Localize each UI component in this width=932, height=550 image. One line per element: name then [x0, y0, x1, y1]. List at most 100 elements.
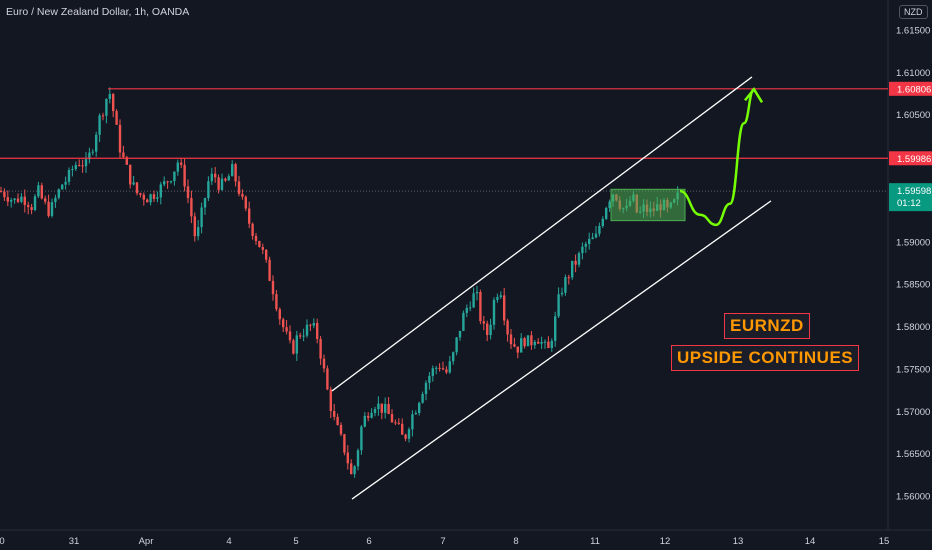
countdown-label: 01:12	[897, 198, 921, 209]
candle-body	[64, 181, 67, 185]
candle-body	[486, 323, 489, 336]
candle-body	[418, 402, 421, 414]
candle-body	[292, 340, 295, 354]
candle-body	[394, 422, 397, 424]
candle-body	[163, 181, 166, 185]
candle-body	[520, 338, 523, 353]
y-tick-label: 1.61500	[896, 26, 930, 37]
candle-body	[475, 291, 479, 294]
candle-body	[577, 253, 581, 265]
y-tick-label: 1.60500	[896, 110, 930, 121]
candle-body	[499, 295, 502, 298]
projection-arrowhead	[744, 87, 764, 103]
resistance-price-tag	[889, 151, 932, 166]
candle-body	[367, 415, 370, 418]
candle-body	[78, 164, 81, 166]
candle-body	[588, 238, 591, 244]
candle-body	[244, 196, 247, 209]
candle-body	[411, 414, 414, 430]
candle-body	[152, 194, 156, 199]
candle-body	[251, 223, 254, 237]
x-tick-label: 0	[0, 536, 5, 547]
x-tick-label: 14	[805, 536, 816, 547]
candle-body	[203, 198, 207, 208]
candle-body	[217, 177, 220, 190]
candle-body	[363, 415, 366, 427]
candle-body	[108, 93, 111, 99]
candle-body	[554, 316, 557, 341]
candle-body	[472, 293, 475, 308]
x-tick-label: 6	[366, 536, 371, 547]
candle-body	[0, 190, 3, 192]
candle-body	[214, 173, 217, 178]
candle-body	[88, 152, 91, 160]
candle-body	[465, 307, 468, 313]
candle-body	[557, 294, 560, 317]
candle-body	[564, 277, 567, 293]
y-tick-label: 1.56000	[896, 492, 930, 503]
candle-body	[537, 341, 540, 344]
candle-body	[336, 416, 339, 425]
candle-body	[37, 185, 40, 197]
candle-body	[241, 193, 244, 197]
candle-body	[302, 335, 305, 337]
candle-body	[319, 338, 322, 359]
candle-body	[122, 152, 125, 158]
candle-body	[469, 307, 472, 309]
candle-body	[547, 341, 550, 349]
candle-body	[125, 157, 128, 165]
candles-group	[0, 87, 679, 478]
candle-body	[608, 201, 611, 209]
candle-body	[16, 198, 20, 202]
x-tick-label: 7	[440, 536, 445, 547]
candle-body	[254, 236, 258, 241]
candle-body	[224, 178, 227, 181]
candle-body	[384, 404, 387, 413]
candle-body	[275, 294, 278, 310]
candle-body	[401, 423, 404, 435]
candle-body	[479, 291, 482, 322]
candle-body	[183, 164, 186, 187]
candle-body	[550, 340, 553, 349]
consolidation-box	[610, 188, 686, 222]
candle-body	[598, 225, 601, 234]
x-tick-label: 4	[226, 536, 231, 547]
y-tick-label: 1.57000	[896, 407, 930, 418]
resistance-price-label: 1.59986	[897, 154, 931, 165]
x-tick-label: 12	[660, 536, 671, 547]
candle-body	[288, 331, 292, 341]
candle-body	[571, 260, 574, 278]
candle-body	[326, 368, 329, 390]
candle-body	[584, 243, 587, 247]
candle-body	[560, 292, 564, 295]
candle-body	[105, 98, 108, 116]
candle-body	[513, 344, 516, 347]
candle-body	[135, 182, 139, 194]
candle-body	[489, 324, 492, 336]
candle-body	[234, 164, 237, 182]
candle-body	[350, 463, 353, 475]
y-tick-label: 1.61000	[896, 68, 930, 79]
x-tick-label: 8	[513, 536, 518, 547]
candle-body	[339, 424, 343, 435]
candle-body	[265, 249, 268, 260]
candle-body	[424, 382, 428, 395]
candle-body	[169, 181, 173, 183]
resistance-price-tag	[889, 81, 932, 96]
candle-body	[261, 247, 264, 250]
candle-body	[414, 413, 417, 415]
candle-body	[305, 324, 309, 336]
candle-body	[61, 184, 64, 190]
candle-body	[112, 93, 115, 112]
candle-body	[13, 198, 16, 200]
x-tick-label: 13	[733, 536, 744, 547]
x-tick-label: 11	[590, 536, 600, 547]
candle-body	[322, 358, 326, 369]
candle-body	[84, 159, 88, 167]
y-tick-label: 1.57500	[896, 364, 930, 375]
currency-badge[interactable]: NZD	[899, 5, 928, 19]
candle-body	[445, 369, 448, 373]
candle-body	[139, 193, 142, 195]
candle-body	[23, 196, 26, 206]
